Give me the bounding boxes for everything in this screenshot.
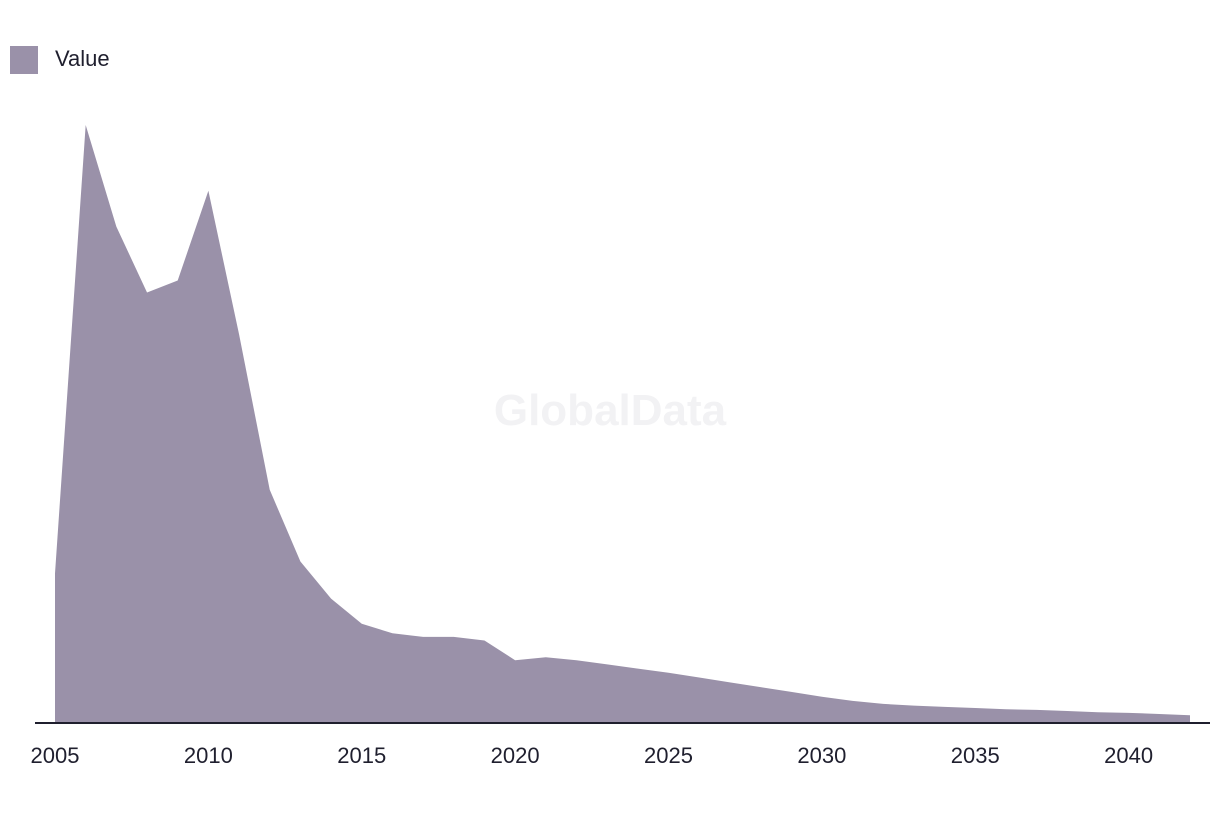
legend-swatch bbox=[10, 46, 38, 74]
x-axis-ticks: 2005 2010 2015 2020 2025 2030 2035 2040 bbox=[31, 743, 1154, 768]
plot-area bbox=[55, 125, 1190, 723]
x-tick-label: 2015 bbox=[337, 743, 386, 768]
watermark: GlobalData bbox=[494, 386, 727, 435]
x-tick-label: 2030 bbox=[797, 743, 846, 768]
x-tick-label: 2025 bbox=[644, 743, 693, 768]
area-series-value bbox=[55, 125, 1190, 723]
x-tick-label: 2035 bbox=[951, 743, 1000, 768]
x-tick-label: 2040 bbox=[1104, 743, 1153, 768]
x-tick-label: 2020 bbox=[491, 743, 540, 768]
x-tick-label: 2010 bbox=[184, 743, 233, 768]
legend: Value bbox=[10, 46, 110, 74]
legend-label: Value bbox=[55, 46, 110, 71]
x-tick-label: 2005 bbox=[31, 743, 80, 768]
